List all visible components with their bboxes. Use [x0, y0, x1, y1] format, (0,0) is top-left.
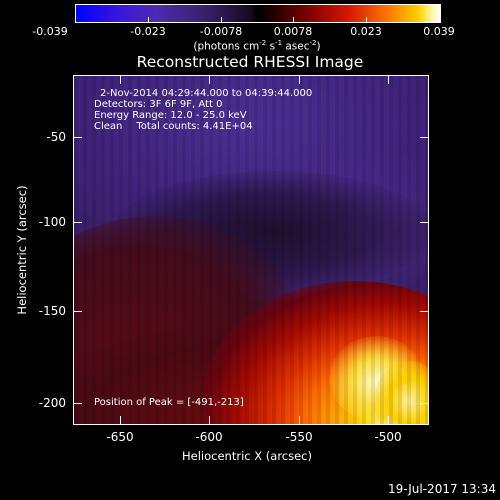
colorbar — [75, 4, 441, 23]
y-tick — [74, 222, 82, 223]
y-tick — [74, 137, 82, 138]
image-title: Reconstructed RHESSI Image — [136, 53, 364, 71]
y-tick-label: -150 — [38, 304, 66, 318]
colorbar-tick — [148, 17, 149, 23]
colorbar-units: (photons cm-2 s-1 asec-2) — [193, 39, 321, 53]
x-tick — [120, 76, 121, 84]
y-tick — [74, 311, 82, 312]
x-tick — [209, 416, 210, 424]
y-tick — [74, 403, 82, 404]
y-tick-label: -50 — [46, 130, 66, 144]
colorbar-tick — [366, 17, 367, 23]
total-counts: Total counts: 4.41E+04 — [136, 121, 253, 132]
x-tick — [299, 416, 300, 424]
timestamp: 19-Jul-2017 13:34 — [387, 482, 496, 496]
rhessi-image — [73, 75, 429, 425]
time-range: 2-Nov-2014 04:29:44.000 to 04:39:44.000 — [100, 88, 313, 99]
colorbar-label: 0.023 — [350, 25, 382, 38]
detectors-info: Detectors: 3F 6F 9F, Att 0 — [94, 99, 223, 110]
x-axis-title: Heliocentric X (arcsec) — [182, 449, 312, 463]
y-tick-label: -200 — [38, 396, 66, 410]
x-tick-label: -650 — [106, 430, 134, 444]
x-tick — [120, 416, 121, 424]
colorbar-label: -0.0078 — [199, 25, 243, 38]
x-tick — [299, 76, 300, 84]
colorbar-tick — [75, 17, 76, 23]
x-tick-label: -500 — [374, 430, 402, 444]
y-tick — [420, 222, 428, 223]
x-tick — [388, 76, 389, 84]
pixel-texture — [74, 76, 428, 424]
energy-range: Energy Range: 12.0 - 25.0 keV — [94, 110, 247, 121]
y-tick-label: -100 — [38, 215, 66, 229]
colorbar-label: 0.0078 — [273, 25, 313, 38]
colorbar-tick — [293, 17, 294, 23]
y-tick — [420, 403, 428, 404]
x-tick — [209, 76, 210, 84]
colorbar-label: 0.039 — [423, 25, 455, 38]
x-tick-label: -550 — [285, 430, 313, 444]
colorbar-label: -0.023 — [130, 25, 166, 38]
x-tick — [388, 416, 389, 424]
colorbar-label: -0.039 — [32, 25, 68, 38]
clean-info: Clean Total counts: 4.41E+04 — [94, 121, 253, 132]
colorbar-tick — [221, 17, 222, 23]
y-tick — [420, 311, 428, 312]
y-axis-title: Heliocentric Y (arcsec) — [15, 185, 29, 315]
peak-position: Position of Peak = [-491,-213] — [94, 397, 244, 408]
y-tick — [420, 137, 428, 138]
x-tick-label: -600 — [195, 430, 223, 444]
algorithm-label: Clean — [94, 121, 123, 132]
colorbar-tick — [439, 17, 440, 23]
